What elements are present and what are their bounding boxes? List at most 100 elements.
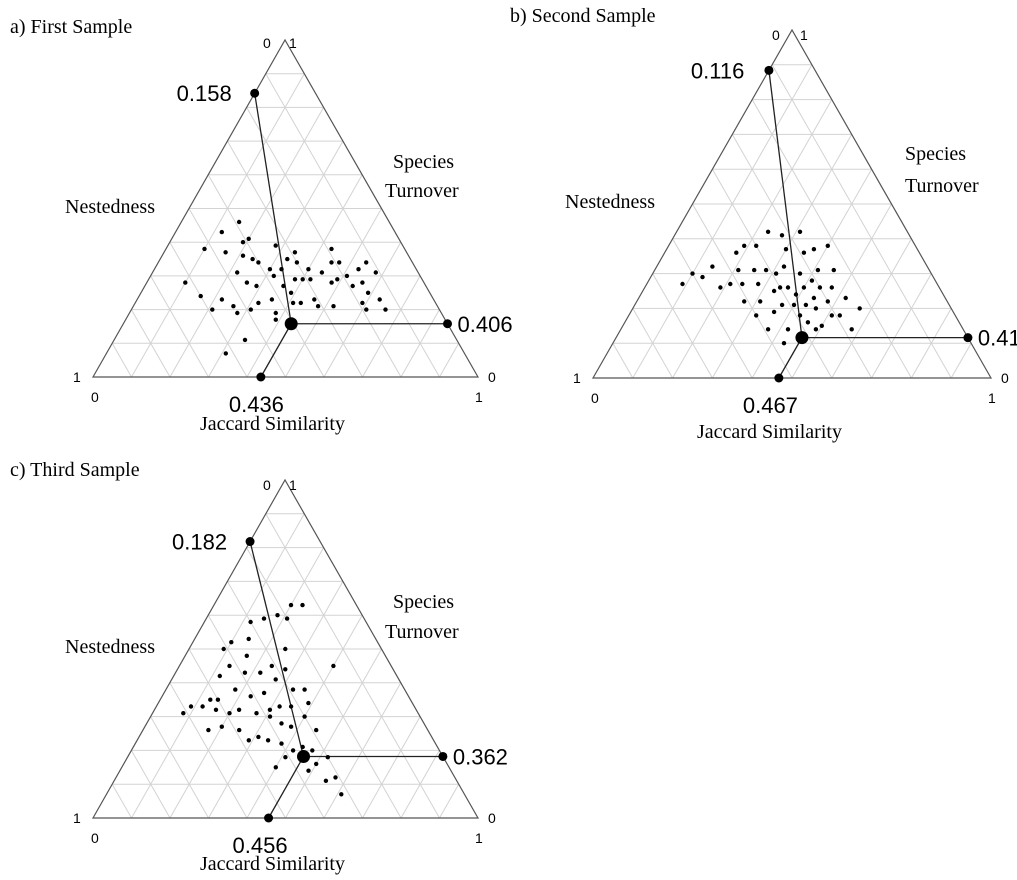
data-point [221,646,226,652]
grid-line [612,342,634,379]
data-point [279,721,284,726]
data-point [779,233,785,238]
data-point [300,277,305,282]
data-point [275,613,280,618]
data-point [248,694,253,699]
data-point [333,775,338,780]
data-point [803,302,809,308]
data-point [754,243,759,248]
data-point [680,281,685,287]
data-point [246,636,251,642]
grid-line [208,140,344,378]
data-point [356,267,361,272]
data-point [718,285,723,290]
data-point [292,277,298,282]
mean-guide-line [260,323,292,378]
data-point [210,307,215,312]
data-point [223,351,228,356]
grid-line [265,73,440,378]
data-point [779,302,785,308]
corner-tick-left-bottom: 0 [591,390,599,406]
data-point [817,285,823,290]
axis-label-jaccard: Jaccard Similarity [200,413,345,435]
data-point [279,741,284,746]
grid-line [439,783,460,819]
data-point [292,250,298,255]
data-point [294,260,300,265]
data-point [734,250,739,255]
data-point [314,727,319,733]
data-point [302,714,307,719]
grid-line [188,648,286,819]
corner-tick-top-left: 0 [263,477,271,493]
data-point [690,271,695,276]
data-point [244,280,250,285]
data-point [254,711,259,716]
data-point [254,283,259,289]
corner-tick-right-top: 0 [1001,370,1009,386]
grid-line [111,783,132,819]
data-point [269,663,274,669]
panel-title: a) First Sample [10,16,132,38]
data-point [825,299,830,304]
ternary-frame [591,28,993,379]
corner-tick-left-bottom: 0 [91,830,99,846]
grid-line [950,342,972,379]
panel-title: b) Second Sample [510,5,656,27]
grid-line [871,273,932,379]
axis-label-turnover-line1: Species [905,143,966,165]
axis-label-nestedness: Nestedness [65,636,155,658]
data-point [329,246,334,252]
axis-label-turnover-line1: Species [393,151,454,173]
data-point [283,646,288,652]
corner-tick-right-top: 0 [488,810,496,826]
data-point [235,310,240,316]
data-point [742,243,747,248]
panel-title: c) Third Sample [10,459,140,481]
data-point [350,283,355,289]
axis-label-turnover-line2: Turnover [385,621,459,643]
corner-tick-left-top: 1 [573,370,581,386]
data-point [306,267,311,272]
data-point [273,677,278,682]
axis-label-nestedness: Nestedness [65,196,155,218]
grid-line [692,203,793,379]
grid-line [632,308,674,379]
nestedness-mean-label: 0.116 [691,58,744,83]
data-point [227,711,232,716]
data-point [302,687,307,692]
data-point [240,253,246,258]
data-point [801,285,807,290]
data-point [728,281,733,287]
data-point [837,313,842,318]
data-point [227,663,232,669]
data-point [273,310,278,316]
turnover-mean-label: 0.362 [453,744,508,769]
jaccard-mean-marker [774,373,784,383]
data-point [314,761,319,767]
axis-label-turnover-line2: Turnover [385,180,459,202]
data-point [261,690,267,696]
grid-line [150,275,209,378]
data-point [213,707,219,712]
ternary-frame [91,478,480,819]
data-point [246,236,251,241]
turnover-mean-label: 0.417 [978,326,1017,351]
jaccard-mean-label: 0.436 [229,392,284,417]
data-point [831,267,836,273]
data-point [267,267,273,272]
data-point [290,748,296,753]
data-point [793,292,799,297]
data-point [829,313,834,318]
data-point [742,299,747,304]
data-point [781,264,787,269]
data-point [377,297,382,302]
mean-guide-line [778,337,803,379]
data-point [756,281,761,287]
data-point [300,602,305,608]
data-point [217,673,222,679]
grid-line [285,648,382,819]
data-point [335,277,340,282]
data-point [785,285,791,290]
data-point [233,687,238,692]
